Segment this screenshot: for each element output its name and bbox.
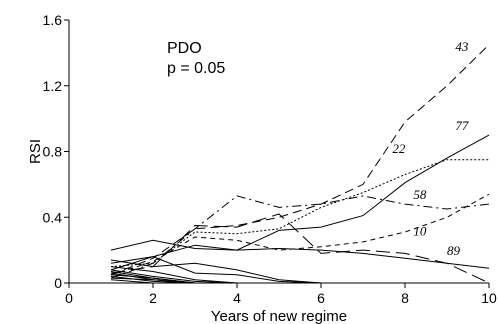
series-label-10: 10 [413, 223, 427, 238]
x-axis-title: Years of new regime [211, 308, 347, 324]
series-line-unlabeled [110, 279, 154, 284]
axes [68, 20, 489, 284]
series-line-unlabeled [110, 274, 196, 284]
series-line-unlabeled [110, 266, 238, 284]
series-line-unlabeled [110, 259, 322, 284]
y-tick-label: 0.8 [43, 144, 63, 160]
series-line-89 [110, 213, 490, 284]
series-label-43: 43 [455, 39, 469, 54]
series-line-unlabeled [110, 269, 238, 284]
x-tick-label: 8 [401, 290, 409, 306]
series-label-22: 22 [392, 141, 406, 156]
x-tick-label: 6 [317, 290, 325, 306]
series-line-43 [110, 44, 490, 276]
y-tick-label: 1.6 [43, 12, 63, 28]
series-label-77: 77 [455, 118, 469, 133]
y-tick-label: 1.2 [43, 78, 63, 94]
x-tick-label: 10 [481, 290, 497, 306]
series-label-89: 89 [447, 243, 461, 258]
series-labels: 43 77 22 58 10 89 [392, 39, 469, 258]
series-label-58: 58 [413, 187, 427, 202]
x-tick-label: 2 [149, 290, 157, 306]
series-line-unlabeled [110, 239, 490, 269]
x-tick-label: 4 [233, 290, 241, 306]
ticks: 0 2 4 6 8 10 0 0.4 0.8 1.2 1.6 [43, 12, 497, 306]
y-axis-title: RSI [27, 139, 44, 164]
series-line-77 [110, 134, 490, 271]
series-lines [110, 44, 490, 284]
annotation-p-value: p = 0.05 [167, 60, 225, 77]
y-tick-label: 0.4 [43, 209, 63, 225]
series-line-22 [110, 159, 489, 268]
x-tick-label: 0 [65, 290, 73, 306]
series-line-unlabeled [110, 277, 196, 284]
annotation-model: PDO [167, 40, 202, 57]
series-line-10 [110, 193, 490, 276]
series-line-unlabeled [110, 275, 196, 284]
series-line-unlabeled [110, 256, 322, 284]
y-tick-label: 0 [54, 275, 62, 291]
